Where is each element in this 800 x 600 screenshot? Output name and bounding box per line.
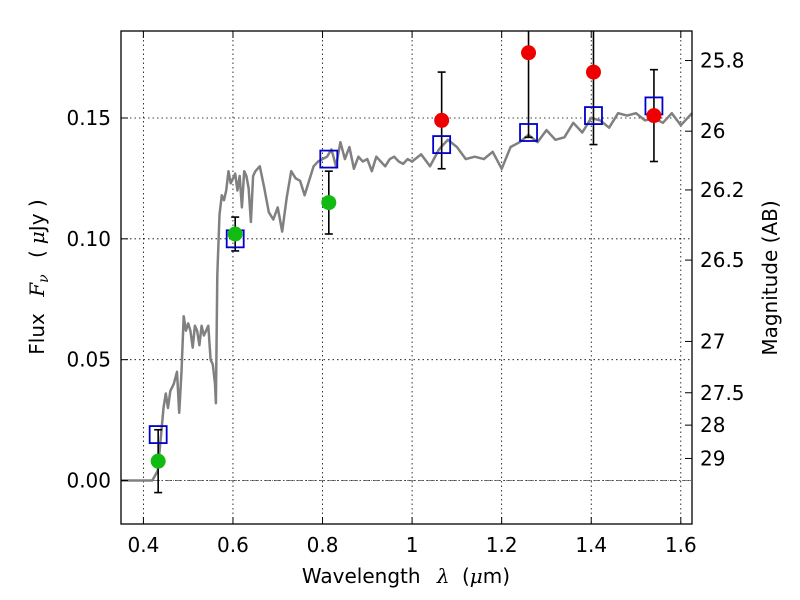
y-axis-label-symbol: F bbox=[25, 282, 49, 298]
infrared-flux-point bbox=[521, 45, 537, 61]
y-axis-label: Flux Fν ( μJy ) bbox=[25, 199, 53, 354]
infrared-flux-point bbox=[585, 64, 601, 80]
grid-lines bbox=[121, 31, 692, 524]
x-axis-label: Wavelength λ (μm) bbox=[302, 564, 510, 588]
y-tick-label: 0.05 bbox=[66, 348, 111, 372]
optical-flux-point bbox=[227, 226, 243, 242]
y-tick-label: 0.10 bbox=[66, 227, 111, 251]
model-bandpass-square bbox=[148, 425, 168, 444]
data-points-layer bbox=[148, 31, 664, 494]
y-tick-label: 0.15 bbox=[66, 106, 111, 130]
infrared-flux-point bbox=[646, 108, 662, 124]
y-axis-label-subscript: ν bbox=[36, 274, 52, 283]
model-spectrum-layer bbox=[121, 111, 693, 482]
x-tick-label: 1.6 bbox=[665, 533, 697, 557]
magnitude-tick-label: 26.5 bbox=[700, 248, 745, 272]
model-spectrum-line bbox=[121, 111, 693, 482]
magnitude-tick-label: 26.2 bbox=[700, 178, 745, 202]
x-tick-label: 0.4 bbox=[127, 533, 159, 557]
magnitude-tick-label: 27 bbox=[700, 329, 725, 353]
x-tick-label: 1.2 bbox=[486, 533, 518, 557]
x-axis-label-unit-open: ( bbox=[462, 564, 470, 588]
y-axis-label-unit-open: ( bbox=[25, 250, 49, 258]
magnitude-tick-label: 26 bbox=[700, 119, 725, 143]
magnitude-tick-label: 27.5 bbox=[700, 381, 745, 405]
model-bandpass-square bbox=[319, 149, 339, 169]
y-axis-label-unit-mu: μ bbox=[25, 231, 49, 244]
x-axis-label-text: Wavelength bbox=[302, 564, 421, 588]
x-tick-label: 0.6 bbox=[217, 533, 249, 557]
model-bandpass-square bbox=[584, 106, 603, 125]
y-axis-label-unit-rest: Jy ) bbox=[25, 199, 49, 233]
magnitude-tick-label: 29 bbox=[700, 446, 725, 470]
magnitude-tick-label: 28 bbox=[700, 413, 725, 437]
axis-ticks: 0.4 0.6 0.8 1 1.2 1.4 1.6 0.00 0.05 0.10 0.15 25.8 2… bbox=[66, 31, 745, 557]
optical-flux-point bbox=[150, 453, 166, 469]
x-tick-label: 1.4 bbox=[575, 533, 607, 557]
model-bandpass-square bbox=[519, 123, 538, 142]
model-bandpass-square bbox=[432, 135, 452, 154]
x-tick-label: 0.8 bbox=[307, 533, 339, 557]
magnitude-tick-label: 25.8 bbox=[700, 49, 745, 73]
x-axis-label-symbol: λ bbox=[436, 564, 450, 588]
x-axis-label-unit-rest: m) bbox=[483, 564, 510, 588]
infrared-flux-point bbox=[434, 112, 450, 128]
x-axis-label-unit-mu: μ bbox=[470, 564, 483, 588]
plot-frame bbox=[120, 30, 693, 525]
optical-flux-point bbox=[321, 195, 337, 211]
magnitude-axis-label: Magnitude (AB) bbox=[758, 200, 782, 355]
y-axis-label-text: Flux bbox=[25, 313, 49, 355]
y-tick-label: 0.00 bbox=[66, 469, 111, 493]
x-tick-label: 1 bbox=[406, 533, 419, 557]
